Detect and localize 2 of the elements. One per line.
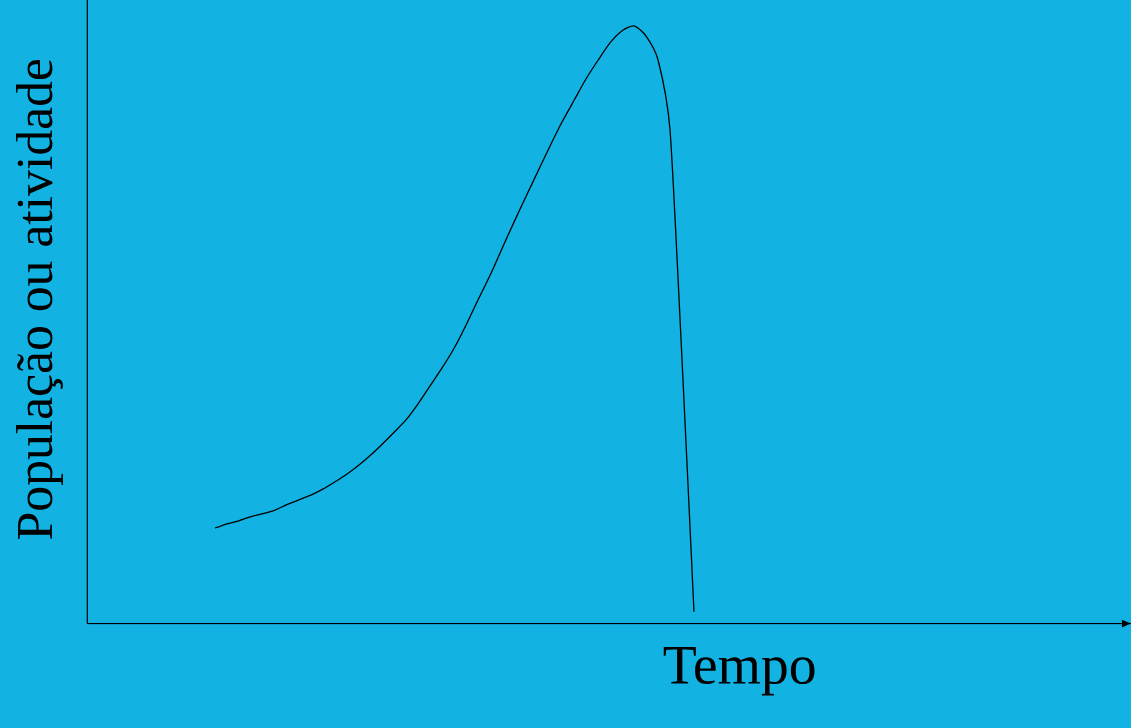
x-axis-title: Tempo	[663, 646, 815, 696]
y-axis-title: População ou atividade	[16, 59, 63, 539]
